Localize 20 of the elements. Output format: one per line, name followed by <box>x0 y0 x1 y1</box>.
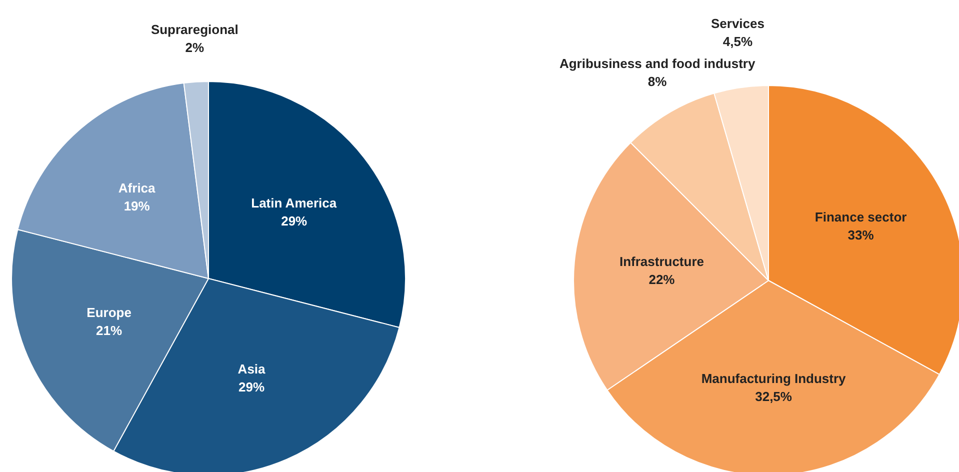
data-label: 33% <box>848 227 874 242</box>
slice-label: Services <box>710 16 764 32</box>
slice-label: Finance sector <box>814 209 907 224</box>
slice-label: Asia <box>238 361 266 376</box>
data-label: 22% <box>648 272 676 287</box>
slice-label: Infrastructure <box>619 254 704 269</box>
data-label: 4,5% <box>722 34 753 50</box>
slice-label: Africa <box>118 180 156 196</box>
slice-label: Europe <box>86 305 132 320</box>
data-label: 21% <box>96 323 123 338</box>
slice-label: Latin America <box>251 196 338 211</box>
data-label: 2% <box>185 40 204 55</box>
data-label: 8% <box>648 74 668 90</box>
slice-label: Manufacturing Industry <box>701 371 847 386</box>
slice-label: Agribusiness and food industry <box>559 56 756 72</box>
slice-label: Supraregional <box>150 22 238 37</box>
data-label: 32,5% <box>755 389 792 404</box>
data-label: 29% <box>281 214 308 229</box>
data-label: 19% <box>124 198 150 214</box>
data-label: 29% <box>238 379 265 394</box>
